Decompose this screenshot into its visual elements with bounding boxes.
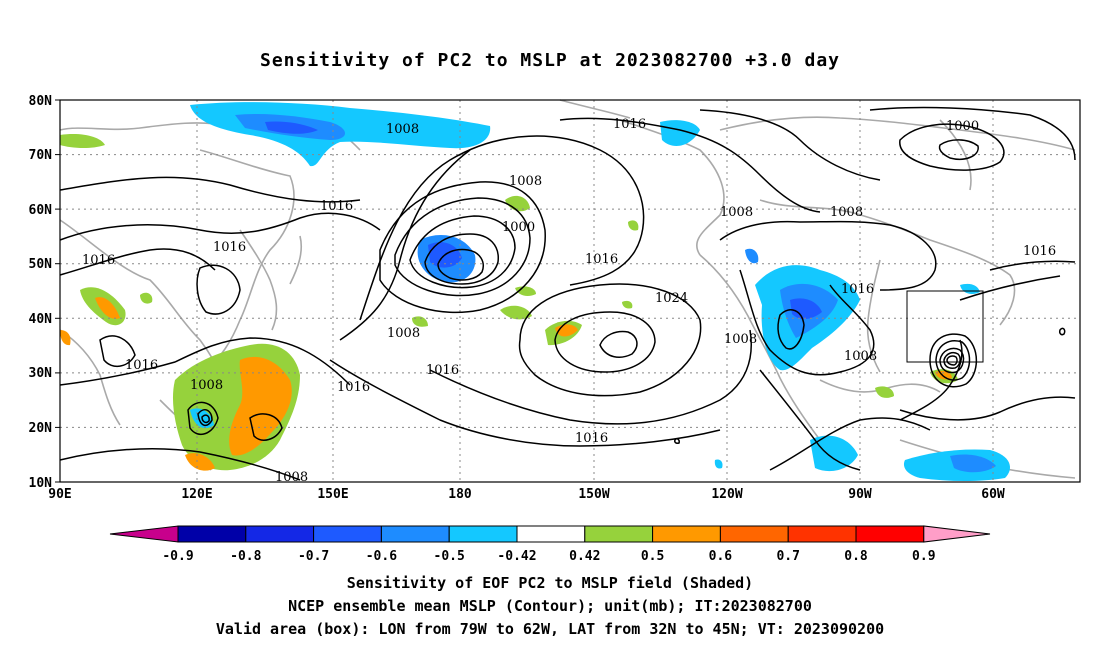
lat-tick-label: 50N [29,257,53,272]
colorbar-segment [719,525,789,543]
sensitivity-shading [60,102,1010,481]
gridlines [60,100,1080,482]
colorbar-label: 0.5 [641,549,664,564]
contour-label: 1016 [841,282,874,297]
lat-tick-label: 60N [29,203,53,218]
valid-area-box [906,290,984,363]
colorbar-segment [448,525,518,543]
contour-label: 1016 [125,358,158,373]
lon-tick-label: 90W [848,487,872,502]
colorbar-segment [652,525,721,543]
contour-label: 1000 [502,220,535,235]
contour-label: 1016 [613,117,646,132]
lat-axis: 80N 70N 60N 50N 40N 30N 20N 10N [29,94,60,491]
colorbar-segment [245,525,315,543]
lon-axis: 90E 120E 150E 180 150W 120W 90W 60W [48,487,1005,502]
colorbar-label: 0.42 [569,549,600,564]
map-title: Sensitivity of PC2 to MSLP at 2023082700… [259,50,840,71]
contour-labels: 1008 1016 1000 1008 1000 1016 1016 1016 … [82,117,1056,485]
colorbar-low-triangle [109,525,179,543]
contour-label: 1008 [720,205,753,220]
lon-tick-label: 150E [317,487,348,502]
plot-area: 1008 1016 1000 1008 1000 1016 1016 1016 … [59,99,1081,485]
lon-tick-label: 180 [448,487,472,502]
contour-label: 1008 [387,326,420,341]
lon-tick-label: 60W [981,487,1005,502]
lat-tick-label: 70N [29,148,53,163]
caption-line-1: Sensitivity of EOF PC2 to MSLP field (Sh… [346,574,754,592]
colorbar-label: 0.6 [709,549,733,564]
colorbar-segment [313,525,382,543]
colorbar-label: -0.7 [298,549,329,564]
contour-label: 1016 [575,431,608,446]
caption-line-2: NCEP ensemble mean MSLP (Contour); unit(… [288,597,812,615]
colorbar-segment [787,525,857,543]
colorbar-segment [380,525,450,543]
colorbar-label: 0.8 [844,549,868,564]
colorbar-label: -0.9 [162,549,193,564]
colorbar-segment [855,525,925,543]
contour-label: 1008 [724,332,757,347]
contour-label: 1008 [830,205,863,220]
mslp-contours [59,106,1076,481]
lat-tick-label: 20N [29,421,53,436]
lon-tick-label: 120E [181,487,212,502]
contour-label: 1024 [655,291,688,306]
contour-label: 1016 [337,380,370,395]
contour-label: 1016 [213,240,246,255]
colorbar-high-triangle [923,525,991,543]
colorbar-segment [584,525,654,543]
contour-label: 1016 [1023,244,1056,259]
lat-tick-label: 10N [29,476,53,491]
lat-tick-label: 40N [29,312,53,327]
contour-label: 1016 [82,253,115,268]
lat-tick-label: 80N [29,94,53,109]
caption-line-3: Valid area (box): LON from 79W to 62W, L… [215,620,885,638]
colorbar-label: 0.9 [912,549,935,564]
colorbar: -0.9 -0.8 -0.7 -0.6 -0.5 -0.42 0.42 0.5 0.6 0.7 0.… [109,525,991,564]
colorbar-segment [177,525,247,543]
colorbar-label: -0.6 [366,549,397,564]
contour-label: 1016 [426,363,459,378]
contour-label: 1008 [386,122,419,137]
lon-tick-label: 90E [48,487,71,502]
colorbar-label: -0.5 [434,549,465,564]
lon-tick-label: 150W [578,487,609,502]
colorbar-label: -0.42 [497,549,536,564]
colorbar-segment [516,525,586,543]
contour-label: 1000 [946,119,979,134]
contour-label: 1016 [320,199,353,214]
lat-tick-label: 30N [29,366,53,381]
contour-label: 1008 [509,174,542,189]
contour-label: 1008 [190,378,223,393]
colorbar-label: -0.8 [230,549,261,564]
colorbar-label: 0.7 [776,549,799,564]
contour-label: 1008 [275,470,308,485]
lon-tick-label: 120W [711,487,742,502]
contour-label: 1008 [844,349,877,364]
contour-label: 1016 [585,252,618,267]
